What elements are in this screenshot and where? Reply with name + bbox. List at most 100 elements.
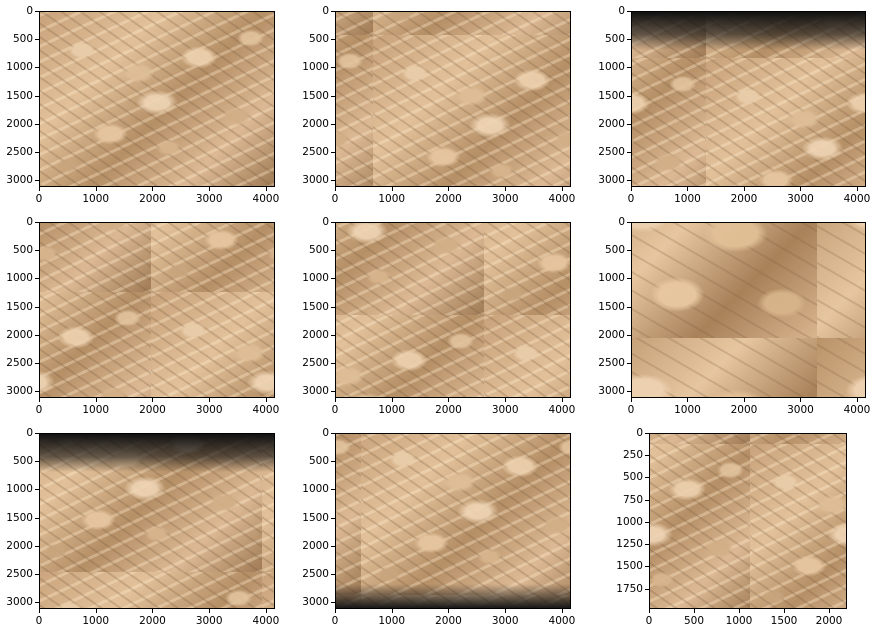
- y-tick-label: 500: [12, 455, 33, 468]
- x-tick-mark: [856, 187, 858, 191]
- y-tick-label: 1500: [6, 300, 33, 313]
- y-tick-label: 1500: [6, 511, 33, 524]
- y-tick-mark: [35, 574, 39, 576]
- y-tick-mark: [645, 588, 649, 590]
- y-tick-mark: [35, 461, 39, 463]
- y-tick-mark: [35, 11, 39, 12]
- y-tick-label: 0: [618, 216, 625, 228]
- y-tick-mark: [331, 545, 335, 547]
- x-tick-mark: [800, 398, 802, 402]
- x-tick-mark: [209, 609, 211, 613]
- x-tick-mark: [739, 609, 740, 613]
- y-tick-mark: [331, 461, 335, 463]
- x-tick-label: 0: [627, 404, 635, 416]
- ginger-photo: [335, 433, 571, 609]
- y-tick-mark: [627, 363, 631, 365]
- x-tick-label: 0: [331, 615, 339, 627]
- x-tick-label: 2000: [435, 193, 462, 205]
- ginger-photo: [649, 433, 847, 609]
- x-tick-label: 2000: [435, 404, 462, 416]
- x-tick-mark: [505, 187, 507, 191]
- ginger-photo: [631, 11, 866, 187]
- y-tick-mark: [331, 489, 335, 491]
- x-tick-mark: [335, 398, 336, 402]
- x-tick-label: 1000: [378, 193, 406, 205]
- y-tick-label: 1000: [598, 61, 625, 74]
- y-tick-label: 3000: [302, 596, 329, 609]
- y-tick-label: 500: [622, 471, 643, 484]
- y-tick-mark: [331, 250, 335, 252]
- x-tick-mark: [561, 609, 563, 613]
- y-tick-label: 500: [12, 244, 33, 257]
- x-tick-mark: [265, 398, 267, 402]
- y-tick-label: 1500: [302, 511, 329, 524]
- x-tick-label: 3000: [195, 193, 223, 205]
- x-tick-label: 3000: [787, 404, 814, 416]
- x-tick-mark: [505, 398, 507, 402]
- y-tick-label: 2000: [598, 117, 625, 130]
- y-tick-mark: [645, 566, 649, 568]
- y-tick-mark: [331, 11, 335, 12]
- x-tick-label: 4000: [548, 615, 576, 627]
- y-tick-mark: [645, 544, 649, 546]
- y-tick-label: 2000: [302, 117, 329, 130]
- y-tick-mark: [627, 306, 631, 308]
- x-tick-mark: [448, 609, 450, 613]
- x-tick-label: 1000: [82, 193, 110, 205]
- x-tick-label: 3000: [491, 193, 519, 205]
- x-tick-label: 3000: [491, 615, 519, 627]
- x-tick-mark: [209, 187, 211, 191]
- x-tick-label: 1000: [674, 404, 701, 416]
- y-tick-label: 2000: [598, 328, 625, 341]
- y-tick-label: 2500: [6, 357, 33, 370]
- y-tick-mark: [331, 222, 335, 223]
- x-tick-label: 0: [331, 404, 339, 416]
- x-tick-mark: [829, 609, 830, 613]
- x-tick-mark: [152, 609, 154, 613]
- y-tick-mark: [331, 602, 335, 604]
- y-tick-label: 1000: [302, 272, 329, 285]
- y-tick-mark: [35, 391, 39, 393]
- y-tick-label: 1500: [302, 89, 329, 102]
- y-tick-mark: [35, 180, 39, 182]
- x-tick-mark: [335, 187, 336, 191]
- x-tick-mark: [335, 609, 336, 613]
- y-tick-mark: [627, 123, 631, 125]
- x-tick-mark: [152, 398, 154, 402]
- y-tick-mark: [35, 602, 39, 604]
- y-tick-label: 1000: [598, 272, 625, 285]
- x-tick-mark: [95, 187, 97, 191]
- x-tick-label: 0: [645, 615, 653, 627]
- y-tick-label: 3000: [598, 174, 625, 187]
- y-tick-label: 1000: [616, 515, 643, 528]
- x-tick-mark: [505, 609, 507, 613]
- y-tick-mark: [331, 123, 335, 125]
- y-tick-mark: [331, 574, 335, 576]
- x-tick-label: 4000: [843, 193, 871, 205]
- x-tick-mark: [39, 609, 40, 613]
- x-tick-mark: [743, 398, 745, 402]
- y-tick-label: 0: [322, 427, 329, 439]
- y-tick-mark: [627, 67, 631, 69]
- x-tick-mark: [39, 187, 40, 191]
- x-tick-label: 1000: [674, 193, 701, 205]
- y-tick-label: 3000: [302, 174, 329, 187]
- y-tick-label: 1000: [6, 483, 33, 496]
- x-tick-label: 0: [331, 193, 339, 205]
- x-tick-label: 2000: [139, 404, 166, 416]
- y-tick-mark: [627, 278, 631, 280]
- y-tick-label: 1000: [302, 483, 329, 496]
- y-tick-mark: [645, 433, 649, 434]
- y-tick-mark: [35, 67, 39, 69]
- y-tick-mark: [35, 517, 39, 519]
- y-tick-label: 3000: [6, 174, 33, 187]
- y-tick-label: 500: [604, 244, 625, 257]
- y-tick-mark: [331, 180, 335, 182]
- y-tick-label: 2500: [6, 568, 33, 581]
- y-tick-mark: [331, 517, 335, 519]
- x-tick-mark: [209, 398, 211, 402]
- y-tick-label: 750: [622, 493, 643, 506]
- x-tick-mark: [687, 398, 689, 402]
- x-tick-label: 4000: [252, 193, 280, 205]
- ginger-photo: [39, 11, 275, 187]
